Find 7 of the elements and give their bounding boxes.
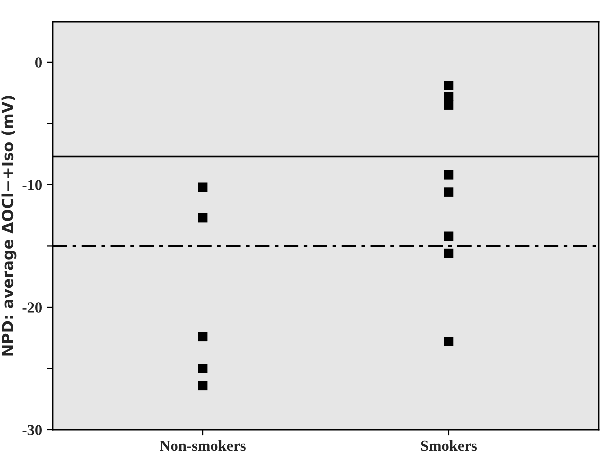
y-axis-title: NPD: average ΔOCl−+Iso (mV) xyxy=(2,96,17,356)
y-tick-label: -10 xyxy=(22,180,42,190)
y-tick-label: -20 xyxy=(22,302,42,313)
x-tick-label: Non-smokers xyxy=(160,440,246,452)
x-tick-label: Smokers xyxy=(421,440,478,452)
y-tick-label: -30 xyxy=(22,425,42,436)
y-tick-label: 0 xyxy=(36,58,42,68)
